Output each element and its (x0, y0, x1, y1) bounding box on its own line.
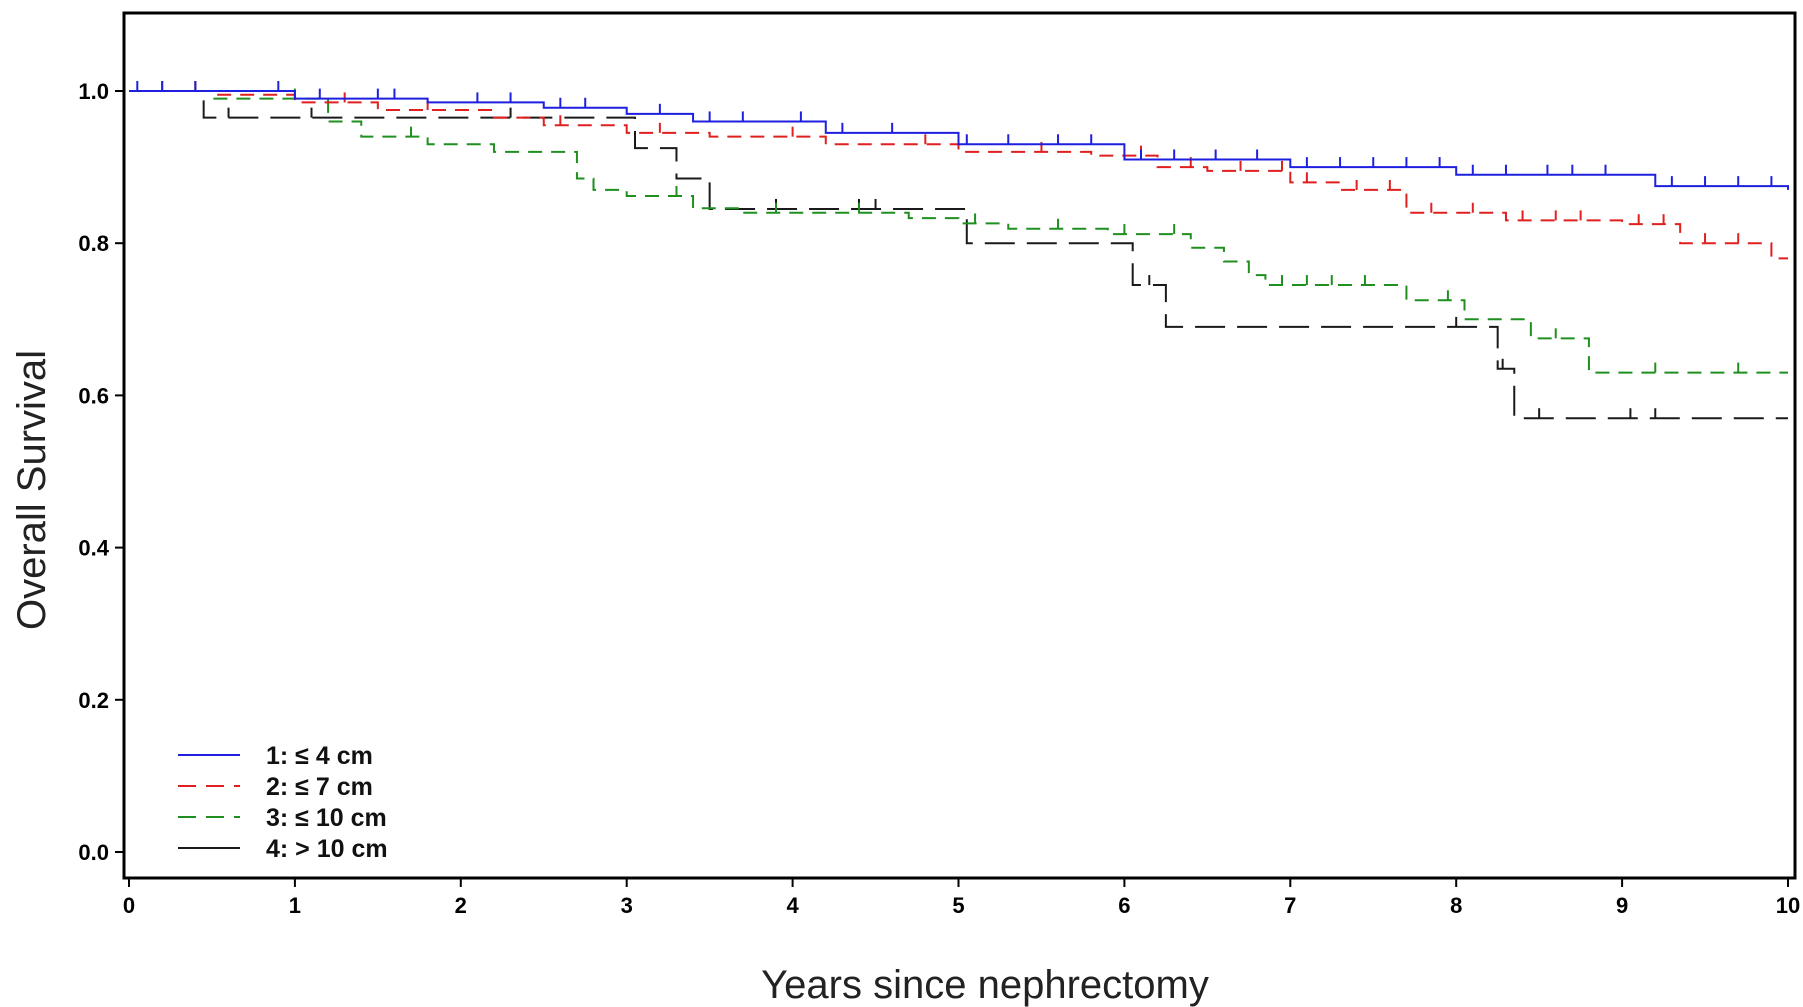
series-2 (129, 81, 1788, 260)
legend-item-3: 3: ≤ 10 cm (178, 804, 387, 832)
x-tick-label: 7 (1284, 893, 1296, 918)
axes-layer: 0 1 2 3 4 5 6 7 8 9 10 0.0 0.2 0.4 0.6 0.8 1.0 (78, 11, 1800, 918)
legend-item-1: 1: ≤ 4 cm (178, 742, 373, 770)
series-layer (129, 81, 1789, 420)
x-tick-label: 0 (123, 893, 135, 918)
x-tick-label: 1 (289, 893, 301, 918)
x-tick-label: 5 (952, 893, 964, 918)
y-tick-label: 0.4 (78, 536, 109, 561)
legend-label: 3: ≤ 10 cm (266, 804, 387, 832)
series-line (129, 90, 1789, 190)
x-tick-label: 2 (455, 893, 467, 918)
legend-item-4: 4: > 10 cm (178, 835, 388, 863)
x-axis-title: Years since nephrectomy (761, 963, 1209, 1007)
x-tick-label: 4 (786, 893, 799, 918)
y-tick-label: 0.6 (78, 383, 109, 408)
series-1 (129, 81, 1789, 190)
x-tick-label: 3 (621, 893, 633, 918)
series-line (129, 90, 1788, 374)
x-tick-label: 9 (1616, 893, 1628, 918)
legend-item-2: 2: ≤ 7 cm (178, 773, 373, 801)
legend-label: 4: > 10 cm (266, 835, 388, 863)
y-axis-title: Overall Survival (10, 350, 54, 630)
y-tick-label: 0.0 (78, 840, 109, 865)
y-tick-label: 0.2 (78, 688, 109, 713)
legend: 1: ≤ 4 cm 2: ≤ 7 cm 3: ≤ 10 cm 4: > 10 cm (178, 742, 388, 863)
x-tick-label: 10 (1776, 893, 1800, 918)
series-line (129, 90, 1788, 420)
legend-label: 1: ≤ 4 cm (266, 742, 373, 770)
y-tick-label: 1.0 (78, 79, 109, 104)
series-line (129, 90, 1788, 260)
x-tick-label: 6 (1118, 893, 1130, 918)
y-tick-label: 0.8 (78, 231, 109, 256)
series-3 (129, 81, 1788, 374)
legend-label: 2: ≤ 7 cm (266, 773, 373, 801)
x-tick-label: 8 (1450, 893, 1462, 918)
